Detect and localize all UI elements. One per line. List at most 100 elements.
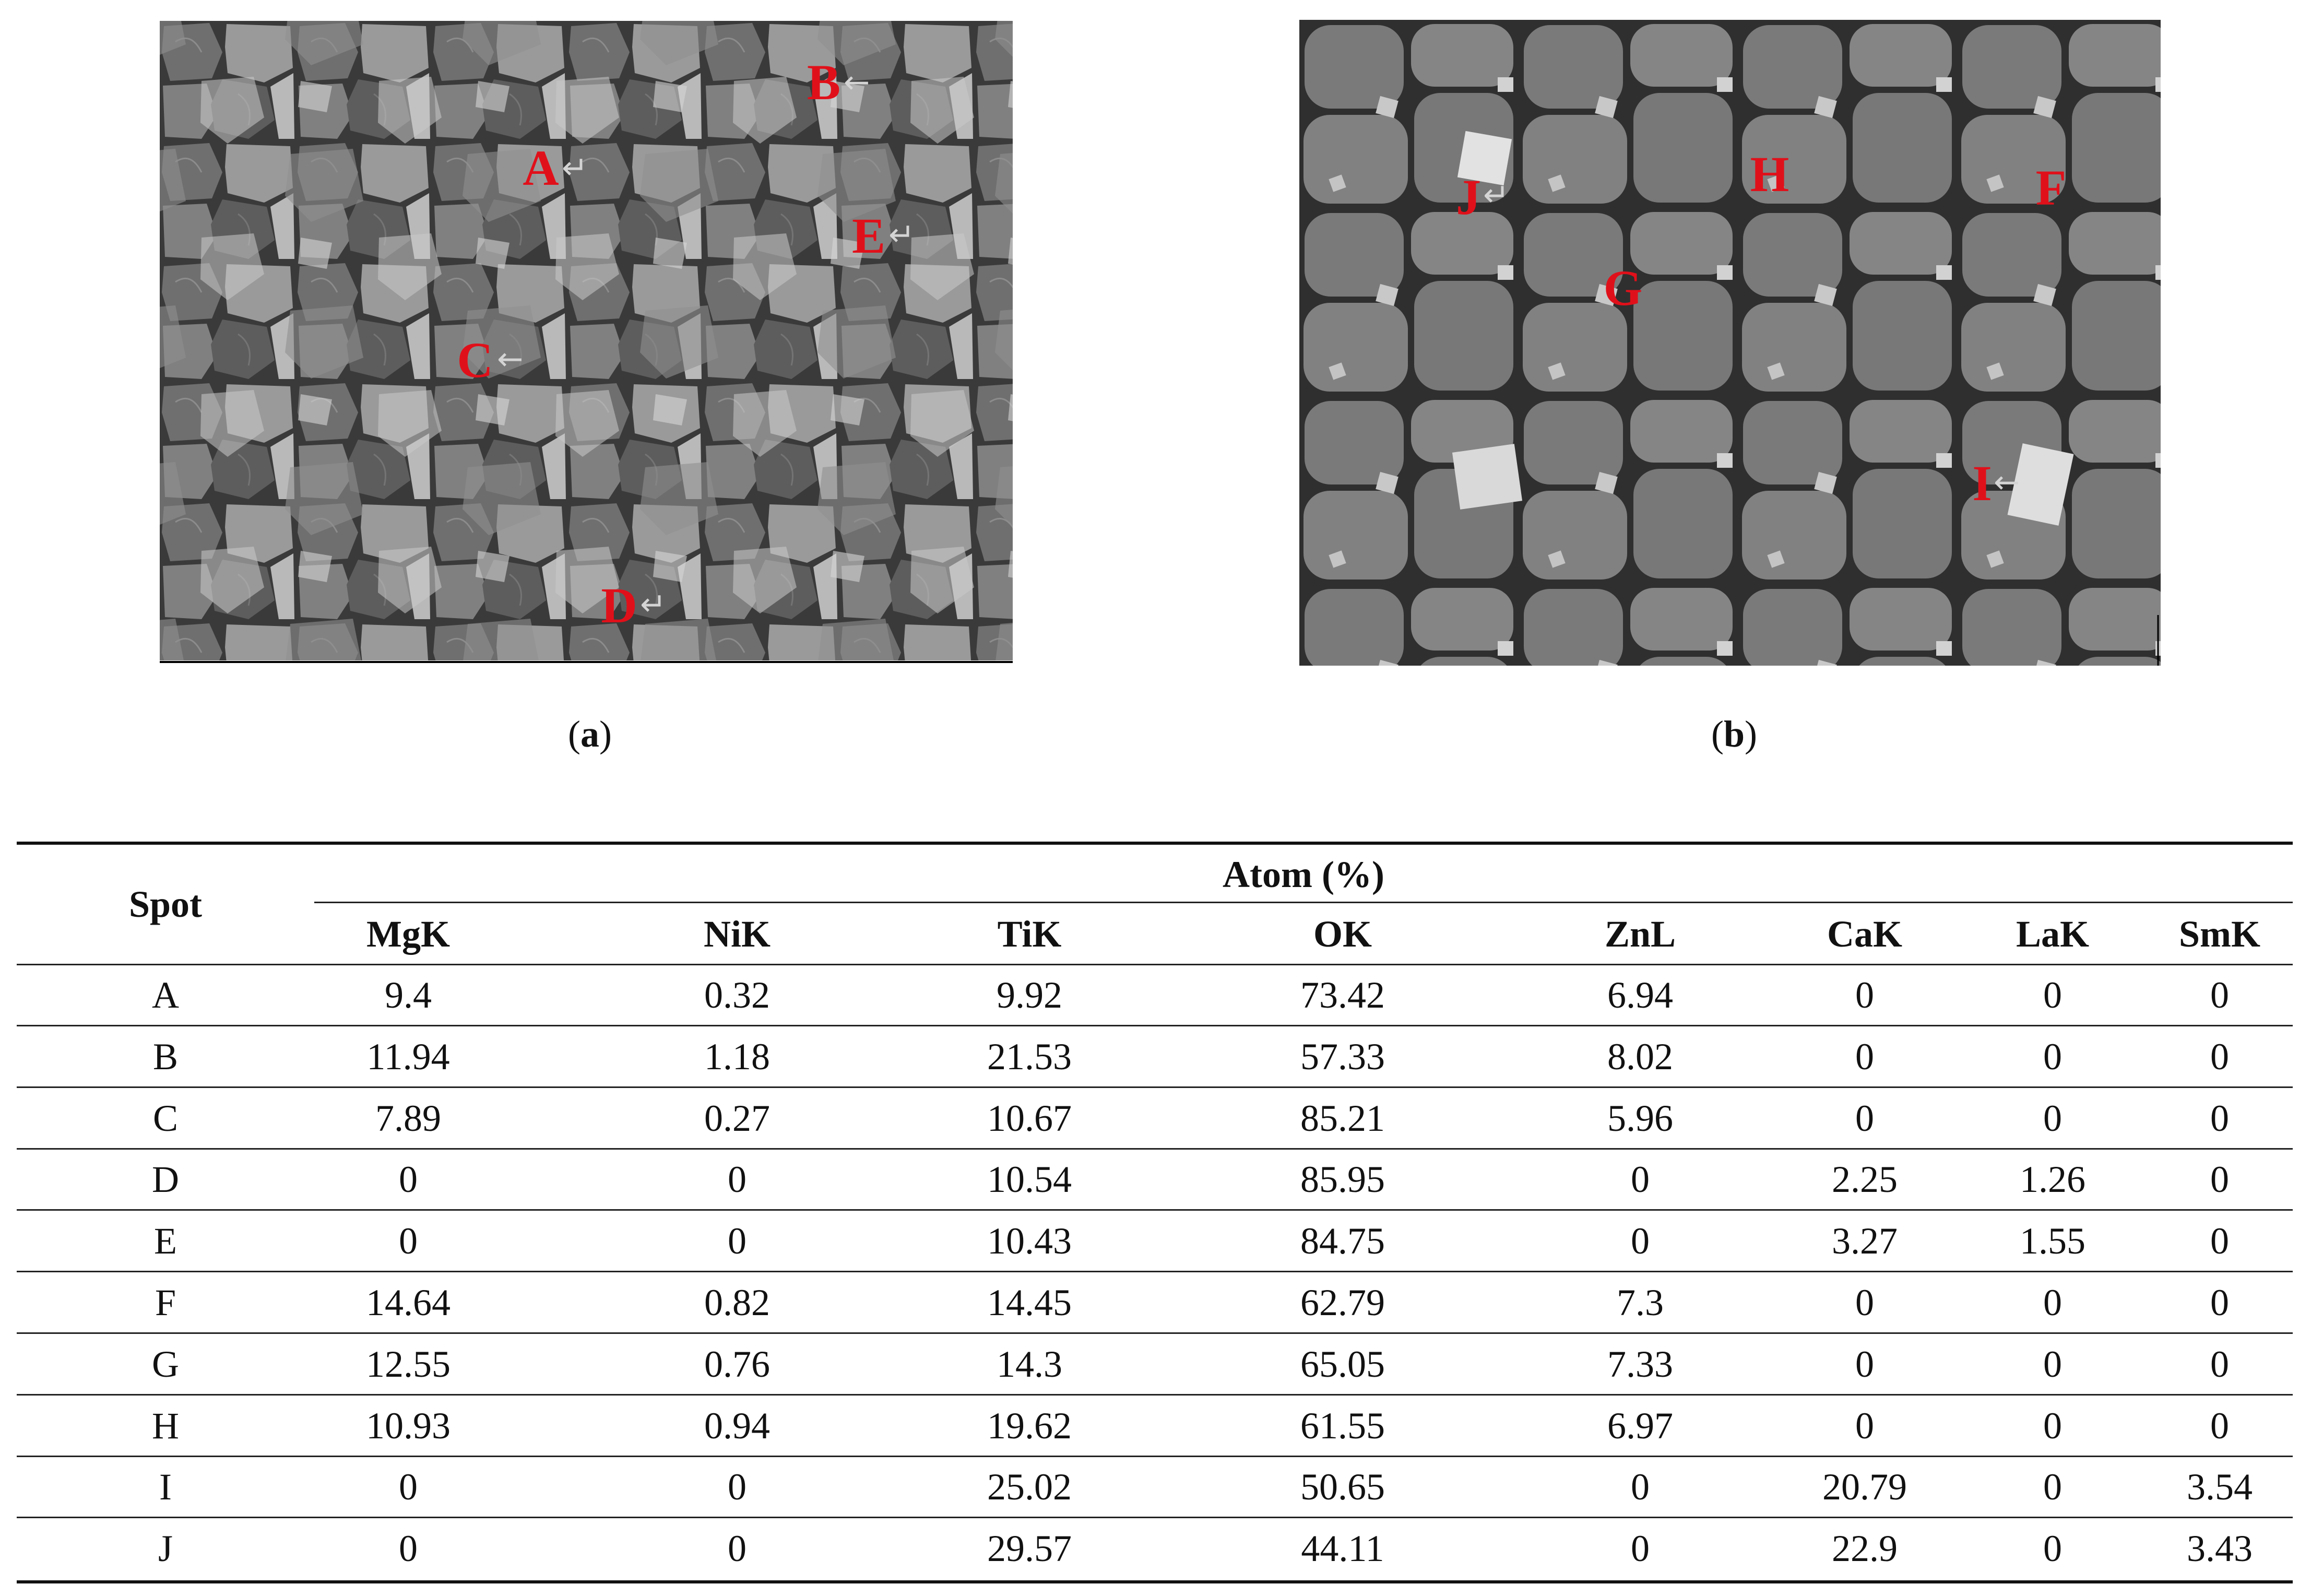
value-cell: 14.64 [366,1282,451,1323]
spot-label-d: D [601,577,637,633]
table-row: J 0 0 29.57 44.11 0 22.9 0 3.43 [17,1519,2293,1580]
value-cell: 2.25 [1832,1158,1898,1201]
column-header: CaK [1827,913,1902,955]
column-header: LaK [2016,913,2090,955]
spot-label-f: F [2035,160,2067,216]
spot-cell: A [152,974,179,1016]
value-cell: 11.94 [366,1035,450,1078]
value-cell: 0 [1631,1220,1650,1262]
spot-cell: F [155,1282,176,1323]
value-cell: 0 [2043,1035,2062,1078]
value-cell: 0 [2210,974,2229,1016]
value-cell: 0 [399,1528,418,1570]
spot-label-c: C [457,332,493,388]
value-cell: 22.9 [1832,1528,1898,1570]
value-cell: 10.54 [987,1158,1072,1201]
value-cell: 0 [2210,1404,2229,1447]
table-row: C 7.89 0.27 10.67 85.21 5.96 0 0 0 [17,1089,2293,1150]
value-cell: 85.21 [1300,1097,1385,1139]
value-cell: 0 [1855,1404,1874,1447]
spot-cell: H [152,1404,179,1447]
value-cell: 7.33 [1607,1343,1673,1385]
value-cell: 29.57 [987,1528,1072,1570]
table-top-rule [17,842,2293,845]
column-header: MgK [366,913,450,955]
value-cell: 0 [2043,1528,2062,1570]
value-cell: 14.3 [997,1343,1062,1385]
value-cell: 10.67 [987,1097,1072,1139]
spot-arrow-icon: ↵ [562,150,588,186]
value-cell: 84.75 [1300,1220,1385,1262]
value-cell: 0 [1631,1466,1650,1508]
value-cell: 7.3 [1617,1282,1664,1323]
value-cell: 3.43 [2187,1528,2253,1570]
value-cell: 0 [2210,1282,2229,1323]
caption-b: (b) [1711,713,1757,755]
spot-cell: J [158,1528,173,1570]
spot-column-header: Spot [128,883,203,925]
value-cell: 14.45 [987,1282,1072,1323]
micrograph-a: A ↵ B ← C ← D ↵ E ↵ [160,21,1013,666]
spot-label-e: E [851,208,886,264]
value-cell: 3.27 [1832,1220,1898,1262]
spot-label-b: B [807,54,841,110]
column-header-row: MgK NiK TiK OK ZnL CaK LaK SmK [17,904,2293,965]
value-cell: 44.11 [1301,1528,1384,1570]
value-cell: 9.4 [385,974,432,1016]
value-cell: 10.93 [366,1404,451,1447]
value-cell: 0 [728,1528,746,1570]
value-cell: 25.02 [987,1466,1072,1508]
spot-label-h: H [1750,146,1789,202]
value-cell: 10.43 [987,1220,1072,1262]
value-cell: 0 [728,1158,746,1201]
table-row: G 12.55 0.76 14.3 65.05 7.33 0 0 0 [17,1334,2293,1396]
spot-label-a: A [523,140,559,196]
caption-a-letter: a [580,713,599,755]
value-cell: 5.96 [1607,1097,1673,1139]
spot-cell: G [152,1343,179,1385]
value-cell: 7.89 [375,1097,441,1139]
table-bottom-rule [17,1580,2293,1583]
value-cell: 0 [2043,974,2062,1016]
table-row: A 9.4 0.32 9.92 73.42 6.94 0 0 0 [17,965,2293,1026]
column-header: SmK [2178,913,2261,955]
caption-a: (a) [568,713,612,755]
value-cell: 0 [1855,974,1874,1016]
value-cell: 0 [2043,1404,2062,1447]
value-cell: 0 [2043,1097,2062,1139]
micrograph-b-image [1299,20,2161,666]
column-header: TiK [997,913,1062,955]
spot-label-g: G [1603,260,1643,316]
table-row: D 0 0 10.54 85.95 0 2.25 1.26 0 [17,1150,2293,1211]
table-row: B 11.94 1.18 21.53 57.33 8.02 0 0 0 [17,1027,2293,1088]
value-cell: 0 [1631,1528,1650,1570]
group-header-rule [314,902,2293,903]
value-cell: 0 [1855,1282,1874,1323]
table-row: H 10.93 0.94 19.62 61.55 6.97 0 0 0 [17,1396,2293,1457]
value-cell: 19.62 [987,1404,1072,1447]
value-cell: 0.82 [704,1282,770,1323]
value-cell: 0 [399,1158,418,1201]
value-cell: 0 [1855,1343,1874,1385]
micrograph-b: J ↵ H F G I ← [1299,20,2161,666]
value-cell: 0 [1855,1035,1874,1078]
caption-b-letter: b [1723,713,1745,755]
value-cell: 12.55 [366,1343,451,1385]
value-cell: 62.79 [1300,1282,1385,1323]
spot-arrow-icon: ← [844,64,870,101]
spot-cell: I [159,1466,172,1508]
value-cell: 57.33 [1300,1035,1385,1078]
value-cell: 0 [2210,1035,2229,1078]
value-cell: 21.53 [987,1035,1072,1078]
value-cell: 0 [2043,1343,2062,1385]
value-cell: 0.27 [704,1097,770,1139]
spot-arrow-icon: ← [497,341,524,377]
spot-label-j: J [1456,169,1481,225]
column-header: ZnL [1604,913,1676,955]
value-cell: 0 [1855,1097,1874,1139]
spot-arrow-icon: ↵ [1483,177,1510,214]
spot-cell: C [152,1097,179,1139]
spot-arrow-icon: ↵ [888,217,915,253]
value-cell: 0 [399,1466,418,1508]
value-cell: 1.26 [2020,1158,2085,1201]
